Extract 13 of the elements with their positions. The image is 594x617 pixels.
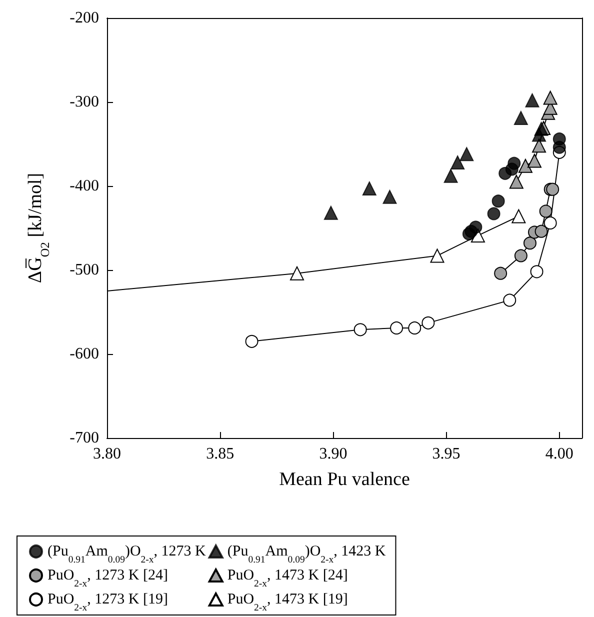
- x-tick-label: 3.90: [319, 446, 348, 462]
- x-tick-label: 3.85: [206, 446, 234, 462]
- y-tick-label: -300: [70, 94, 99, 110]
- x-tick-label: 3.80: [93, 446, 121, 462]
- y-tick-label: -500: [70, 262, 99, 278]
- y-axis-title: ΔG̅O2 [kJ/mol]: [25, 172, 52, 284]
- y-tick-label: -200: [70, 10, 99, 26]
- y-tick-label: -400: [70, 178, 99, 194]
- y-tick-label: -700: [70, 430, 99, 446]
- x-axis-title: Mean Pu valence: [279, 469, 410, 490]
- x-tick-label: 4.00: [545, 446, 574, 462]
- x-tick-label: 3.95: [432, 446, 460, 462]
- y-tick-label: -600: [70, 346, 99, 362]
